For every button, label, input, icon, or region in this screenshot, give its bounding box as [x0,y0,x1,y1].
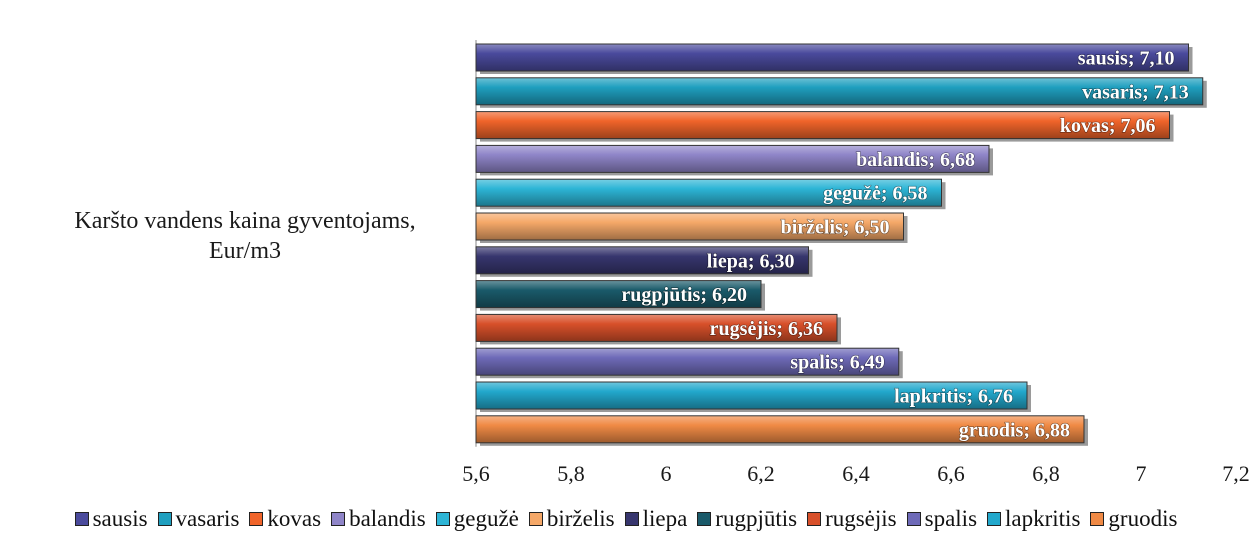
bar-label-sausis: sausis; 7,10 [1078,48,1175,70]
legend-item-sausis: sausis [74,506,148,532]
bar-rugsėjis [475,313,838,342]
category-label-line-1: Karšto vandens kaina gyventojams, [74,208,416,234]
legend-label: gruodis [1108,506,1178,531]
x-tick-label: 6,6 [937,461,965,486]
x-tick-label: 7 [1136,461,1147,486]
legend-swatch [331,512,346,526]
legend-swatch [987,512,1002,526]
bar-label-gruodis: gruodis; 6,88 [959,419,1070,441]
legend-swatch [807,512,822,526]
legend-swatch [624,512,639,526]
legend-item-liepa: liepa [624,506,688,532]
legend-item-rugsėjis: rugsėjis [807,506,897,532]
bar-label-balandis: balandis; 6,68 [856,149,975,171]
bar-label-liepa: liepa; 6,30 [707,250,795,272]
legend-item-lapkritis: lapkritis [987,506,1080,532]
legend-item-gruodis: gruodis [1090,506,1177,532]
legend-label: spalis [924,506,978,531]
legend-swatch [74,512,89,526]
x-tick-label: 5,6 [462,461,490,486]
legend-item-kovas: kovas [249,506,321,532]
legend-label: rugsėjis [825,506,897,531]
bar-label-spalis: spalis; 6,49 [790,352,884,374]
category-label: Karšto vandens kaina gyventojams, Eur/m3 [30,206,460,266]
category-label-line-2: Eur/m3 [209,238,281,264]
bar-label-birželis: birželis; 6,50 [781,217,890,239]
legend-item-vasaris: vasaris [157,506,240,532]
legend-item-balandis: balandis [331,506,426,532]
x-tick-label: 6 [661,461,672,486]
bar-label-kovas: kovas; 7,06 [1060,115,1156,137]
legend-label: lapkritis [1005,506,1081,531]
legend-item-rugpjūtis: rugpjūtis [697,506,797,532]
legend-label: sausis [92,506,148,531]
bar-rugpjūtis [475,280,762,309]
legend-label: kovas [267,506,322,531]
legend-label: birželis [546,506,615,531]
x-tick-label: 7,2 [1222,461,1250,486]
legend-label: liepa [642,506,688,531]
legend-swatch [528,512,543,526]
legend-label: vasaris [175,506,240,531]
legend-label: gegužė [453,506,519,531]
bar-label-rugpjūtis: rugpjūtis; 6,20 [621,284,747,306]
legend-label: rugpjūtis [715,506,798,531]
bar-labels-group: sausis; 7,10 vasaris; 7,13 kovas; 7,06 bala… [621,47,1190,442]
bar-sausis [475,43,1189,72]
legend-swatch [1090,512,1105,526]
legend-swatch [249,512,264,526]
x-tick-label: 6,4 [842,461,870,486]
x-tick-label: 6,2 [747,461,775,486]
legend-swatch [435,512,450,526]
bar-liepa [475,246,809,275]
bar-birželis [475,212,904,241]
bar-label-rugsėjis: rugsėjis; 6,36 [710,318,823,340]
bar-gegužė [475,178,942,207]
legend-item-spalis: spalis [906,506,978,532]
bar-label-lapkritis: lapkritis; 6,76 [894,386,1013,408]
bars-group [475,40,1207,447]
bar-gruodis [475,415,1085,444]
bar-vasaris [475,77,1204,106]
legend-label: balandis [349,506,426,531]
x-tick-label: 5,8 [557,461,585,486]
x-tick-label: 6,8 [1032,461,1060,486]
legend-item-gegužė: gegužė [435,506,519,532]
bar-label-gegužė: gegužė; 6,58 [823,183,927,205]
legend-swatch [157,512,172,526]
x-ticks-group: 5,6 5,8 6 6,2 6,4 6,6 6,8 7 7,2 [462,461,1250,486]
bar-kovas [475,111,1170,140]
legend-swatch [906,512,921,526]
bar-lapkritis [475,381,1028,410]
bar-balandis [475,144,990,173]
legend-swatch [697,512,712,526]
legend-item-birželis: birželis [528,506,615,532]
legend: sausis vasaris kovas balandis gegužė birželis… [0,506,1252,532]
bar-spalis [475,347,900,376]
bar-label-vasaris: vasaris; 7,13 [1082,81,1189,103]
